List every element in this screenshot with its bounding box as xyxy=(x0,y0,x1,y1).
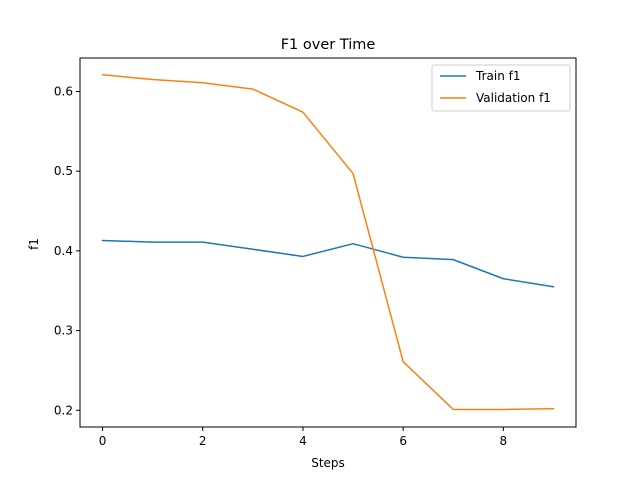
series-layer xyxy=(101,73,555,411)
y-axis-label: f1 xyxy=(27,238,41,250)
series-line-validation-f1 xyxy=(101,73,555,411)
x-axis-label: Steps xyxy=(311,456,345,470)
series-line-train-f1 xyxy=(101,239,555,288)
legend: Train f1 Validation f1 xyxy=(431,64,571,112)
x-tick-label: 6 xyxy=(399,434,407,448)
plot-frame xyxy=(79,57,577,428)
y-tick-label: 0.4 xyxy=(54,244,73,258)
y-tick-label: 0.5 xyxy=(54,164,73,178)
y-tick-label: 0.2 xyxy=(54,403,73,417)
chart-title: F1 over Time xyxy=(281,37,376,53)
x-tick-label: 0 xyxy=(99,434,107,448)
legend-box xyxy=(431,64,571,112)
legend-label: Train f1 xyxy=(475,69,520,83)
ticks-layer: 0 2 4 6 8 0.2 0.3 0.4 0.5 0.6 xyxy=(54,84,507,448)
y-tick-label: 0.3 xyxy=(54,324,73,338)
x-tick-label: 8 xyxy=(500,434,508,448)
legend-label: Validation f1 xyxy=(476,91,551,105)
x-tick-label: 2 xyxy=(199,434,207,448)
y-tick-label: 0.6 xyxy=(54,84,73,98)
x-tick-label: 4 xyxy=(299,434,307,448)
